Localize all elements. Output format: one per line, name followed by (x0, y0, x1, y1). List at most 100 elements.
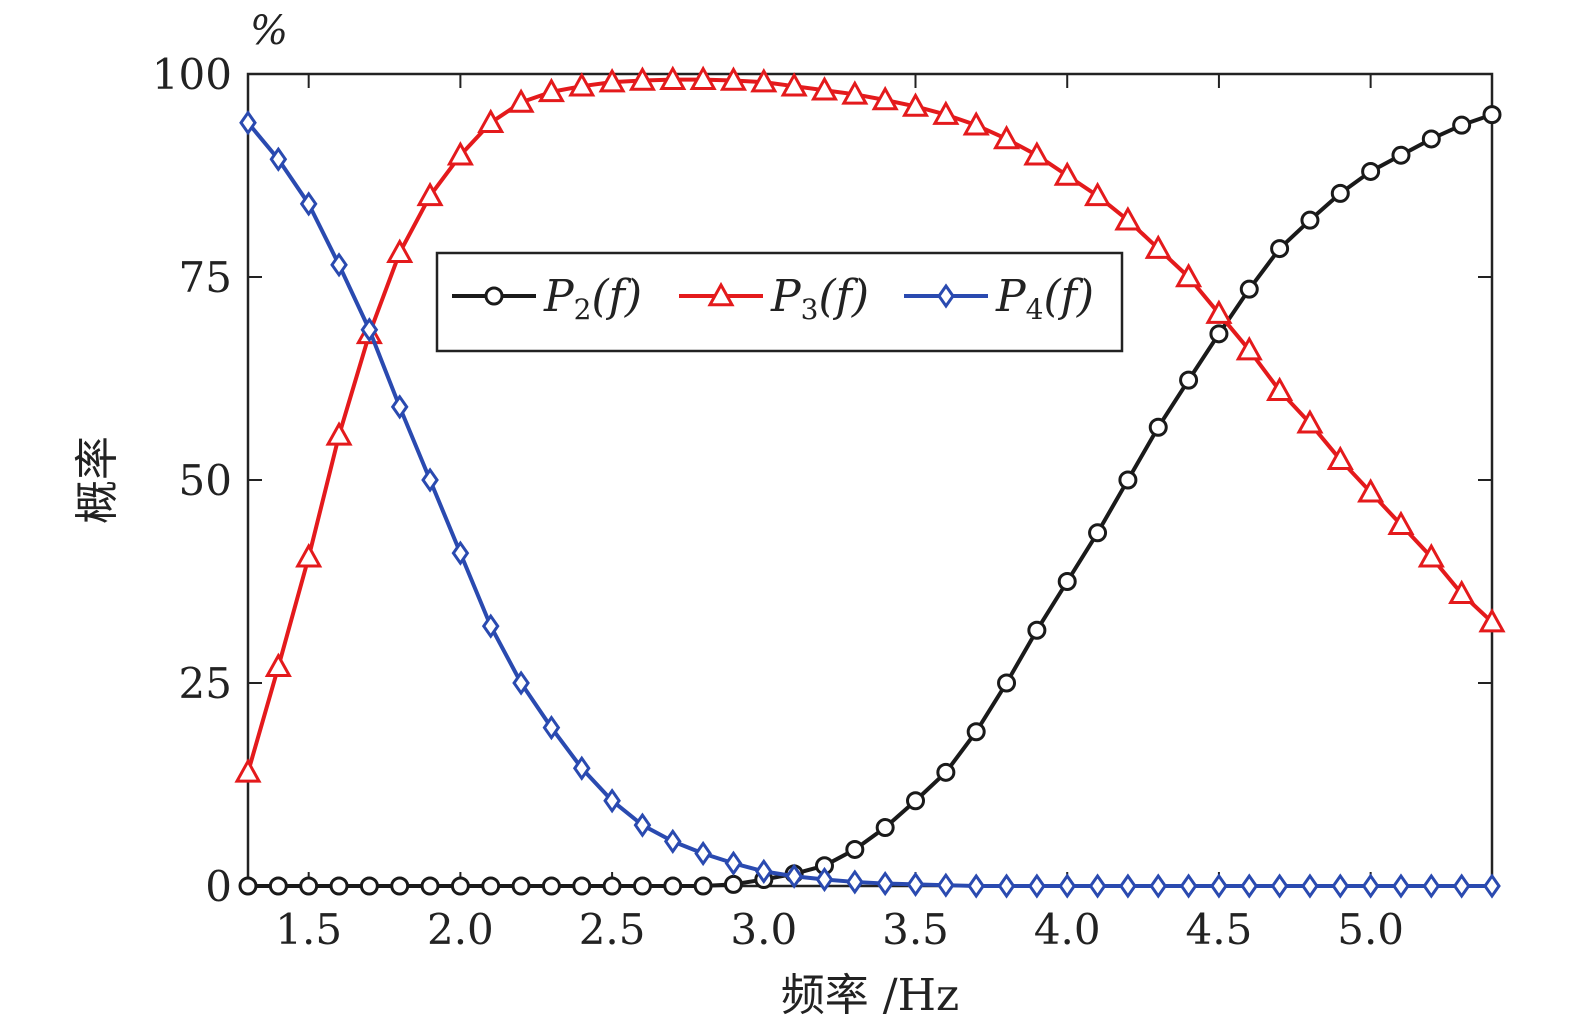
x-tick-label: 2.0 (427, 905, 494, 954)
legend-label-suffix: (f) (818, 271, 869, 322)
data-point-triangle (871, 85, 899, 111)
legend-label-suffix: (f) (1043, 271, 1094, 322)
data-point-diamond (1483, 873, 1501, 899)
data-point-circle (1088, 523, 1108, 543)
data-point-triangle (1448, 579, 1476, 604)
data-point-circle (450, 876, 470, 896)
data-point-triangle (1114, 206, 1142, 231)
data-point-triangle (568, 72, 596, 97)
x-axis-title: 频率 /Hz (781, 970, 959, 1021)
data-point-circle (845, 839, 865, 859)
data-point-triangle (1235, 335, 1263, 361)
x-tick-label: 3.0 (730, 905, 797, 954)
data-point-triangle (659, 65, 687, 90)
legend-label: P2(f) (543, 271, 642, 326)
data-point-circle (966, 722, 986, 742)
data-point-diamond (815, 866, 834, 893)
data-point-circle (359, 876, 379, 896)
data-point-triangle (780, 72, 808, 97)
y-tick-label: 75 (179, 253, 232, 302)
data-point-circle (329, 876, 349, 896)
data-point-triangle (719, 66, 748, 91)
data-point-diamond (1392, 873, 1410, 899)
data-point-triangle (416, 181, 444, 207)
y-tick-label: 100 (152, 50, 232, 99)
legend-item-2: P3(f) (679, 271, 869, 326)
data-point-circle (997, 673, 1017, 693)
x-tick-label: 1.5 (275, 905, 342, 954)
data-point-triangle (901, 92, 930, 117)
data-point-diamond (603, 788, 621, 814)
data-point-circle (511, 876, 531, 896)
data-point-diamond (481, 613, 500, 639)
data-point-triangle (1326, 445, 1354, 470)
axes: 1.5 2.0 2.5 3.0 3.5 4.0 4.5 5.0 0 25 50 75 100 频率 /Hz… (72, 8, 1494, 1021)
data-point-diamond (724, 850, 743, 876)
data-point-triangle (598, 68, 626, 93)
data-point-circle (1057, 572, 1077, 591)
data-point-circle (484, 286, 504, 306)
data-point-triangle (1417, 543, 1445, 568)
data-point-circle (602, 876, 622, 896)
series-line (248, 112, 1493, 888)
data-point-diamond (845, 869, 864, 895)
data-point-diamond (1270, 873, 1289, 899)
data-point-circle (1421, 129, 1441, 149)
series-3 (239, 110, 1501, 899)
y-axis-unit: % (250, 8, 288, 54)
legend-label: P4(f) (995, 271, 1094, 326)
data-point-diamond (1452, 873, 1471, 899)
y-tick-label: 50 (179, 456, 232, 505)
legend-label-subscript: 3 (801, 293, 819, 326)
data-point-diamond (1028, 873, 1046, 899)
legend-label-subscript: 4 (1026, 293, 1044, 326)
legend-label-suffix: (f) (591, 271, 642, 322)
data-point-diamond (1088, 873, 1107, 899)
data-point-diamond (633, 812, 652, 838)
data-point-diamond (876, 870, 895, 897)
data-point-diamond (967, 873, 986, 899)
data-point-circle (299, 876, 319, 896)
data-point-diamond (1422, 873, 1441, 899)
legend: P2(f) P3(f) P4(f) (435, 251, 1124, 353)
legend-label-name: P (770, 271, 802, 322)
x-tick-label: 4.0 (1034, 905, 1101, 954)
data-point-diamond (421, 467, 439, 493)
data-point-diamond (451, 540, 470, 566)
data-point-diamond (1240, 873, 1259, 899)
data-point-diamond (906, 871, 925, 897)
data-point-circle (723, 874, 743, 894)
data-point-circle (1027, 620, 1047, 640)
data-point-diamond (1331, 873, 1350, 899)
y-axis-title: 概率 (72, 436, 123, 524)
data-point-triangle (992, 124, 1021, 150)
data-point-triangle (537, 77, 565, 103)
data-point-circle (1482, 105, 1502, 125)
data-point-triangle (1053, 161, 1081, 186)
legend-item-1: P2(f) (452, 271, 642, 326)
data-point-triangle (264, 652, 292, 678)
y-tick-label: 25 (179, 659, 232, 708)
data-point-triangle (1266, 376, 1294, 401)
data-point-circle (693, 876, 713, 896)
legend-label-name: P (543, 271, 575, 322)
data-point-circle (390, 876, 410, 896)
legend-label: P3(f) (770, 271, 869, 326)
x-tick-label: 3.5 (882, 905, 949, 954)
data-point-diamond (937, 872, 955, 898)
data-point-diamond (663, 828, 682, 854)
x-tick-label: 5.0 (1337, 905, 1404, 954)
data-point-diamond (785, 863, 803, 889)
data-point-diamond (997, 873, 1016, 899)
data-point-circle (541, 876, 561, 896)
plot-area (234, 65, 1506, 899)
data-point-triangle (962, 111, 990, 136)
data-point-circle (420, 876, 440, 896)
data-point-triangle (689, 65, 717, 90)
data-point-triangle (325, 421, 353, 446)
data-point-diamond (512, 670, 530, 696)
data-point-circle (1452, 115, 1472, 135)
data-point-triangle (386, 238, 414, 263)
data-point-diamond (330, 252, 348, 278)
